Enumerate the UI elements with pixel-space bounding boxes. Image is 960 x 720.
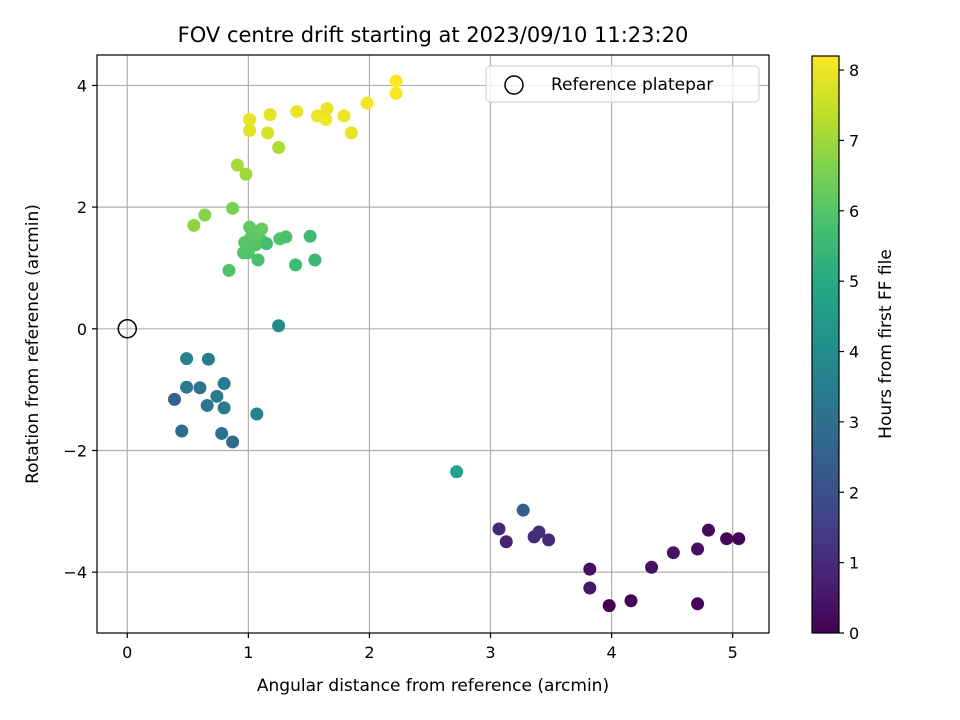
colorbar-label: Hours from first FF file	[876, 249, 896, 439]
data-point-35	[308, 253, 322, 267]
data-point-54	[272, 140, 286, 154]
data-point-67	[389, 74, 403, 88]
plot-frame	[96, 54, 770, 634]
data-point-62	[320, 102, 334, 116]
plot-area: 0 1 2 3 4 5 −4 −2 0 2 4	[63, 54, 770, 662]
data-point-66	[389, 86, 403, 100]
data-point-65	[360, 96, 374, 110]
data-point-23	[193, 381, 207, 395]
data-point-11	[492, 522, 506, 536]
data-point-7	[666, 546, 680, 560]
y-tick-label: 0	[77, 320, 87, 339]
data-point-31	[272, 319, 286, 333]
legend-box	[485, 65, 760, 103]
data-point-51	[226, 201, 240, 215]
colorbar-tick-label: 1	[849, 554, 859, 573]
colorbar-gradient	[812, 56, 839, 633]
data-point-55	[243, 123, 257, 137]
chart-title: FOV centre drift starting at 2023/09/10 …	[178, 23, 689, 47]
data-point-27	[217, 401, 231, 415]
data-point-28	[180, 352, 194, 366]
x-tick-label: 4	[607, 643, 617, 662]
data-point-8	[645, 560, 659, 574]
data-point-3	[720, 532, 734, 546]
legend-marker	[504, 75, 524, 95]
colorbar-tick-label: 7	[849, 131, 859, 150]
data-point-45	[303, 229, 317, 243]
data-point-17	[450, 465, 464, 479]
data-point-53	[230, 158, 244, 172]
x-tick-label: 3	[485, 643, 495, 662]
data-point-14	[532, 525, 546, 539]
data-point-19	[175, 424, 189, 438]
data-point-44	[279, 230, 293, 244]
data-point-26	[217, 377, 231, 391]
x-axis-label: Angular distance from reference (arcmin)	[257, 676, 609, 696]
data-point-15	[542, 533, 556, 547]
data-point-33	[251, 253, 265, 267]
x-tick-label: 1	[243, 643, 253, 662]
data-point-59	[290, 105, 304, 119]
data-point-49	[187, 218, 201, 232]
data-point-12	[499, 535, 513, 549]
data-point-4	[732, 532, 746, 546]
data-point-18	[167, 392, 181, 406]
data-point-1	[624, 594, 638, 608]
data-point-34	[289, 258, 303, 272]
x-tick-label: 2	[364, 643, 374, 662]
legend-entry-reference-platepar: Reference platepar	[551, 75, 713, 95]
data-point-21	[226, 435, 240, 449]
data-point-57	[243, 112, 257, 126]
data-point-29	[201, 352, 215, 366]
data-point-16	[516, 503, 530, 517]
colorbar-tick-label: 0	[849, 624, 859, 643]
data-point-5	[701, 523, 715, 537]
x-tick-label: 5	[728, 643, 738, 662]
data-point-56	[261, 126, 275, 140]
data-point-0	[602, 599, 616, 613]
data-point-52	[239, 167, 253, 181]
data-point-48	[255, 222, 269, 236]
colorbar-tick-label: 4	[849, 343, 859, 362]
data-point-24	[200, 398, 214, 412]
grid-lines	[97, 55, 769, 633]
data-point-9	[583, 562, 597, 576]
data-point-10	[583, 581, 597, 595]
data-point-32	[222, 263, 236, 277]
y-axis-ticks: −4 −2 0 2 4	[63, 76, 97, 582]
data-point-25	[210, 389, 224, 403]
x-axis-ticks: 0 1 2 3 4 5	[122, 633, 738, 662]
colorbar-tick-label: 8	[849, 61, 859, 80]
y-tick-label: 2	[77, 198, 87, 217]
y-tick-label: −2	[63, 441, 87, 460]
data-point-6	[691, 542, 705, 556]
data-point-42	[260, 237, 274, 251]
colorbar-ticks: 0 1 2 3 4 5 6 7 8	[839, 61, 859, 643]
colorbar-tick-label: 3	[849, 413, 859, 432]
colorbar-tick-label: 6	[849, 202, 859, 221]
data-point-63	[337, 109, 351, 123]
data-point-50	[198, 208, 212, 222]
x-tick-label: 0	[122, 643, 132, 662]
y-tick-label: −4	[63, 563, 87, 582]
data-point-30	[250, 407, 264, 421]
colorbar-frame	[811, 55, 840, 634]
data-point-22	[180, 380, 194, 394]
legend: Reference platepar	[485, 65, 760, 103]
data-point-20	[215, 426, 229, 440]
y-tick-label: 4	[77, 76, 87, 95]
data-point-64	[344, 126, 358, 140]
colorbar: 0 1 2 3 4 5 6 7 8 Hours from first FF file	[811, 55, 896, 643]
data-point-2	[691, 597, 705, 611]
colorbar-tick-label: 2	[849, 483, 859, 502]
data-point-58	[263, 108, 277, 122]
colorbar-tick-label: 5	[849, 272, 859, 291]
data-point-61	[319, 112, 333, 126]
scatter-points	[167, 74, 746, 613]
y-axis-label: Rotation from reference (arcmin)	[23, 204, 43, 484]
reference-point-marker	[117, 319, 138, 339]
